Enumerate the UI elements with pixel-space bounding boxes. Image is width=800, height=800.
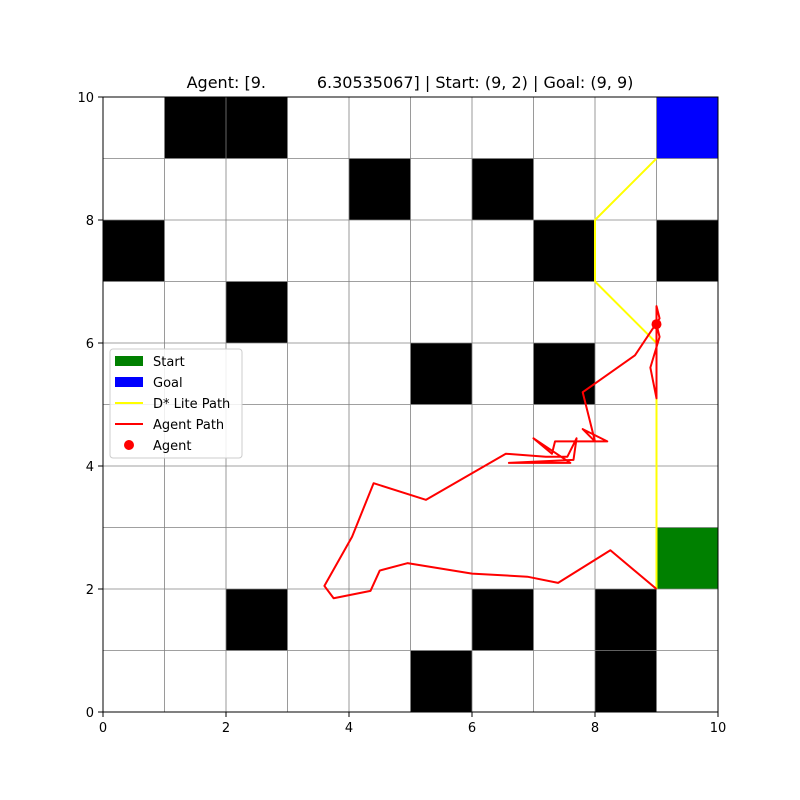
y-tick-label: 10 [77,91,94,106]
obstacle-cell [656,220,718,282]
dstar-lite-path-line [594,157,658,589]
y-tick-label: 2 [86,583,94,598]
obstacle-cell [595,589,657,651]
chart-title: Agent: [9. 6.30535067] | Start: (9, 2) |… [187,73,634,92]
obstacle-cell [595,650,657,712]
obstacle-cell [226,97,288,159]
x-tick-label: 2 [222,721,230,736]
legend-box [109,348,243,459]
agent-marker [651,319,662,330]
x-tick-label: 0 [99,721,107,736]
obstacle-cell [472,158,534,220]
obstacle-cell [226,281,288,343]
x-tick-label: 8 [591,721,599,736]
legend-marker [124,440,134,450]
start-cell [656,527,718,589]
x-tick-label: 6 [468,721,476,736]
legend: Start Goal D* Lite Path Agent Path Agent [109,348,243,459]
legend-label: D* Lite Path [153,397,230,412]
obstacle-cell [533,343,595,405]
obstacle-cell [410,650,472,712]
obstacle-cell [410,343,472,405]
obstacle-cell [349,158,411,220]
legend-label: Start [153,355,185,370]
agent-path-line [323,305,661,600]
legend-swatch [115,377,143,387]
x-tick-label: 4 [345,721,353,736]
x-tick-label: 10 [710,721,727,736]
y-tick-label: 8 [86,214,94,229]
obstacle-cell [164,97,226,159]
y-tick-label: 0 [86,706,94,721]
obstacle-cell [472,589,534,651]
legend-swatch [115,356,143,366]
obstacle-cell [533,220,595,282]
y-tick-label: 4 [86,460,94,475]
goal-cell [656,97,718,159]
legend-label: Agent Path [153,418,224,433]
legend-label: Agent [153,439,191,454]
y-tick-label: 6 [86,337,94,352]
obstacle-cell [103,220,165,282]
obstacle-cell [226,589,288,651]
axes-frame [102,96,719,713]
legend-label: Goal [153,376,183,391]
axes: 0 2 4 6 8 10 0 2 4 6 8 10 [77,91,726,736]
